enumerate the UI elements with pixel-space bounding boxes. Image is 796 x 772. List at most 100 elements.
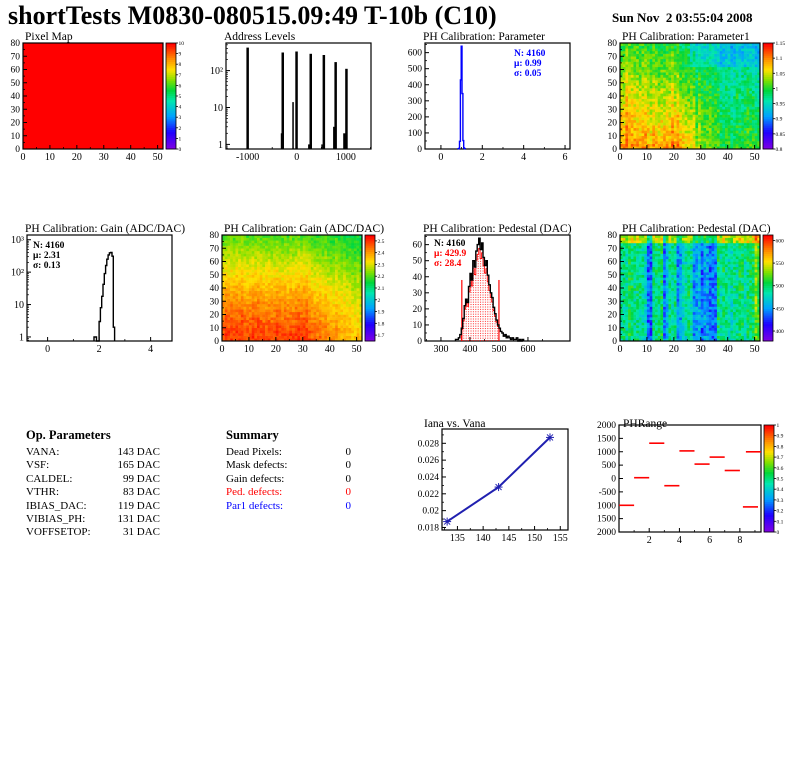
svg-text:10: 10	[45, 152, 55, 163]
svg-text:40: 40	[413, 273, 423, 283]
svg-text:2: 2	[97, 344, 102, 355]
svg-text:500: 500	[408, 65, 423, 75]
svg-text:0: 0	[417, 337, 422, 347]
op-parameters-list: VANA: 143 DAC VSF: 165 DAC CALDEL: 99 DAC VTHR…	[26, 446, 160, 540]
svg-text:-1000: -1000	[236, 152, 259, 163]
svg-text:2.4: 2.4	[378, 251, 385, 257]
row-label: VTHR:	[26, 486, 59, 499]
row-label: Par1 defects:	[226, 499, 284, 512]
row-value: 0	[345, 472, 352, 485]
svg-text:40: 40	[210, 284, 220, 294]
svg-text:σ: 28.4: σ: 28.4	[434, 259, 462, 269]
row-value: 0	[345, 459, 352, 472]
row-value: 131 DAC	[117, 512, 160, 525]
svg-text:5: 5	[179, 94, 182, 100]
svg-text:20: 20	[72, 152, 82, 163]
op-parameters-title: Op. Parameters	[26, 428, 111, 442]
svg-text:60: 60	[413, 241, 423, 251]
svg-text:2.5: 2.5	[378, 239, 385, 245]
ph-range-plot: 2 4 6 82000150010005000-50010001500200010.9…	[597, 421, 784, 546]
svg-text:30: 30	[11, 105, 21, 115]
panel-address-levels: Address Levels -1000 0 1000 1 10 10²	[199, 30, 398, 180]
svg-text:40: 40	[126, 152, 136, 163]
svg-text:30: 30	[608, 105, 618, 115]
svg-text:80: 80	[11, 39, 21, 49]
row-label: Mask defects:	[226, 459, 288, 472]
svg-text:4: 4	[148, 344, 153, 355]
svg-text:1: 1	[218, 140, 223, 151]
svg-text:0: 0	[21, 152, 26, 163]
panel-ph-parameter: PH Calibration: Parameter 0 2 4 6 0 100 200 300…	[398, 30, 597, 180]
svg-text:0: 0	[214, 337, 219, 347]
panel-summary: Summary Dead Pixels: 0 Mask defects: 0 Gain …	[199, 412, 398, 562]
op-parameter-row: IBIAS_DAC: 119 DAC	[26, 500, 160, 513]
svg-text:0.95: 0.95	[776, 102, 786, 108]
svg-text:500: 500	[491, 344, 506, 355]
svg-text:4: 4	[521, 152, 526, 163]
svg-text:0: 0	[294, 152, 299, 163]
row-value: 143 DAC	[117, 446, 160, 458]
svg-text:300: 300	[433, 344, 448, 355]
row-label: Dead Pixels:	[226, 446, 282, 458]
svg-text:1: 1	[179, 136, 182, 142]
svg-text:10: 10	[11, 132, 21, 142]
panel-ph-parameter1: PH Calibration: Parameter1 0 10 20 30 40 50 0 1…	[597, 30, 796, 180]
svg-text:4: 4	[179, 105, 182, 111]
row-value: 99 DAC	[123, 472, 160, 485]
svg-text:30: 30	[696, 152, 706, 163]
row-label: VANA:	[26, 446, 60, 458]
op-parameter-row: CALDEL: 99 DAC	[26, 473, 160, 486]
row-label: IBIAS_DAC:	[26, 499, 87, 512]
svg-text:20: 20	[210, 311, 220, 321]
svg-text:60: 60	[608, 66, 618, 76]
svg-text:400: 400	[462, 344, 477, 355]
svg-text:0: 0	[612, 145, 617, 155]
svg-text:20: 20	[271, 344, 281, 355]
svg-text:1.1: 1.1	[776, 56, 783, 62]
panel-title: PH Calibration: Gain (ADC/DAC)	[25, 223, 186, 235]
svg-text:0: 0	[220, 344, 225, 355]
op-parameter-row: VANA: 143 DAC	[26, 446, 160, 459]
panel-title: PHRange	[623, 418, 668, 430]
svg-text:20: 20	[11, 119, 21, 129]
svg-text:2: 2	[480, 152, 485, 163]
row-label: VOFFSETOP:	[26, 526, 91, 539]
svg-text:σ: 0.05: σ: 0.05	[514, 69, 542, 79]
svg-text:70: 70	[210, 244, 220, 254]
panel-title: PH Calibration: Pedestal (DAC)	[423, 223, 572, 235]
svg-text:600: 600	[520, 344, 535, 355]
svg-text:1: 1	[776, 86, 779, 92]
summary-row: Dead Pixels: 0	[226, 446, 351, 459]
svg-text:μ: 2.31: μ: 2.31	[33, 251, 61, 261]
svg-text:100: 100	[408, 129, 423, 139]
svg-text:2: 2	[378, 298, 381, 304]
panel-ph-range: PHRange 2 4 6 8 2000 1500 1000 500 0 -500 1000 1500…	[597, 412, 796, 562]
row-value: 31 DAC	[123, 526, 160, 539]
svg-text:20: 20	[669, 152, 679, 163]
svg-text:3: 3	[179, 115, 182, 121]
svg-text:30: 30	[298, 344, 308, 355]
svg-text:50: 50	[11, 79, 21, 89]
op-parameter-row: VIBIAS_PH: 131 DAC	[26, 513, 160, 526]
svg-text:10: 10	[14, 300, 24, 311]
svg-text:10: 10	[244, 344, 254, 355]
row-label: CALDEL:	[26, 472, 73, 485]
gain-heatmap: 0 10 20 30 40 50010203040506070802.52.42.32.2…	[210, 231, 385, 355]
svg-text:N: 4160: N: 4160	[434, 239, 466, 249]
svg-text:10: 10	[413, 321, 423, 331]
panel-title: PH Calibration: Gain (ADC/DAC)	[224, 223, 385, 235]
svg-text:40: 40	[723, 152, 733, 163]
svg-text:1.05: 1.05	[776, 71, 786, 77]
svg-text:μ: 429.9: μ: 429.9	[434, 249, 467, 259]
panel-pedestal-map: PH Calibration: Pedestal (DAC) 0 10 20 30 40…	[597, 222, 796, 372]
svg-text:40: 40	[608, 92, 618, 102]
row-value: 165 DAC	[117, 459, 160, 472]
svg-text:6: 6	[179, 83, 182, 89]
svg-text:10: 10	[642, 152, 652, 163]
panel-iana-vs-vana: Iana vs. Vana 135 140 145 150 155 0.018 0.02 0.…	[398, 412, 597, 562]
svg-text:80: 80	[210, 231, 220, 241]
address-levels-histogram: -1000 0 1000 1 10 10²	[210, 42, 372, 163]
